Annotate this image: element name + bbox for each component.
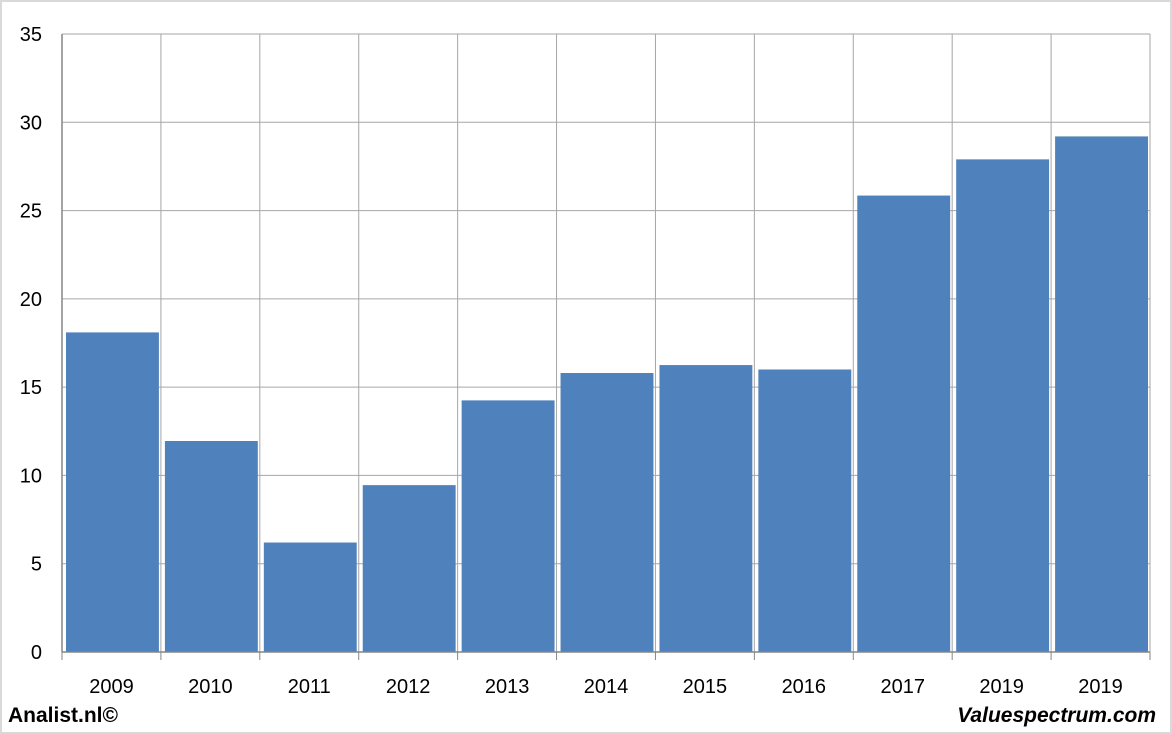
- bar-2015-6: [659, 365, 753, 652]
- x-tick-label: 2019: [979, 676, 1024, 698]
- x-tick-label: 2011: [288, 676, 331, 698]
- y-tick-label: 30: [20, 112, 42, 134]
- axes: [61, 34, 1151, 660]
- x-tick-label: 2013: [485, 676, 530, 698]
- x-tick-label: 2016: [782, 676, 827, 698]
- bar-2013-4: [461, 400, 555, 652]
- valuespectrum-credit: Valuespectrum.com: [957, 704, 1156, 727]
- x-tick-label: 2012: [386, 676, 431, 698]
- x-tick-label: 2015: [683, 676, 728, 698]
- y-tick-label: 25: [20, 201, 42, 223]
- tick-labels: 0 5 10 15 20 25 30 35 2009 2010 2011 2012 2013 2014 20…: [20, 24, 1123, 698]
- bar-2016-7: [758, 369, 852, 652]
- y-tick-label: 10: [20, 465, 42, 487]
- y-tick-label: 15: [20, 377, 42, 399]
- grid-lines: [61, 33, 1151, 652]
- bar-chart: 0 5 10 15 20 25 30 35 2009 2010 2011 2012 2013 2014 20…: [20, 24, 1151, 698]
- bar-2019-10: [1055, 136, 1148, 652]
- bar-2019-9: [956, 159, 1050, 652]
- y-tick-label: 20: [20, 289, 42, 311]
- y-tick-label: 5: [31, 554, 42, 576]
- analist-credit: Analist.nl©: [8, 704, 118, 727]
- bar-2010-1: [164, 440, 258, 652]
- bar-2017-8: [857, 195, 951, 652]
- x-tick-label: 2017: [880, 676, 925, 698]
- bars: [66, 136, 1148, 652]
- x-tick-label: 2019: [1078, 676, 1123, 698]
- y-tick-label: 35: [20, 24, 42, 46]
- x-tick-label: 2010: [188, 676, 233, 698]
- bar-2009-0: [66, 332, 159, 652]
- bar-2014-5: [560, 373, 654, 652]
- x-tick-label: 2009: [89, 676, 134, 698]
- bar-2012-3: [362, 485, 456, 652]
- y-tick-label: 0: [31, 642, 42, 664]
- x-tick-label: 2014: [584, 676, 629, 698]
- bar-2011-2: [263, 542, 357, 652]
